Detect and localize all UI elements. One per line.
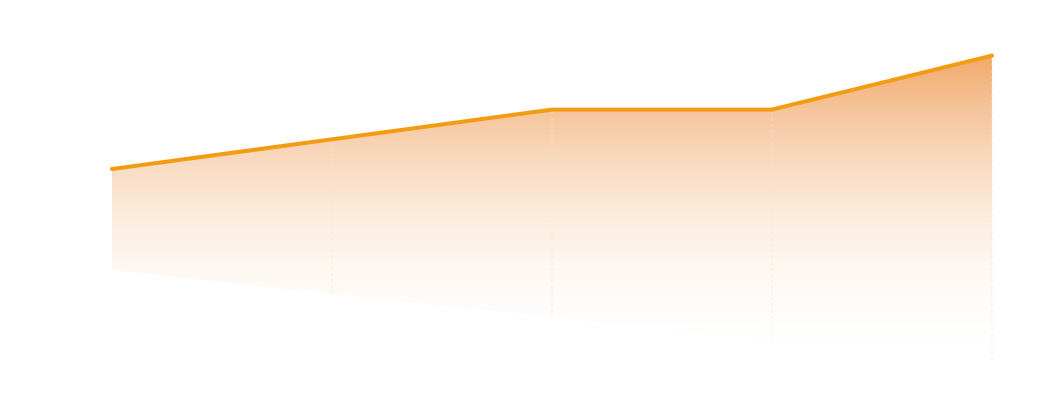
divider-layer bbox=[331, 57, 993, 365]
data-point-3 bbox=[550, 107, 554, 112]
point-layer bbox=[110, 53, 994, 171]
data-point-2 bbox=[330, 137, 334, 142]
data-point-4 bbox=[770, 107, 774, 112]
data-point-1 bbox=[110, 167, 114, 171]
data-point-5 bbox=[990, 53, 994, 58]
